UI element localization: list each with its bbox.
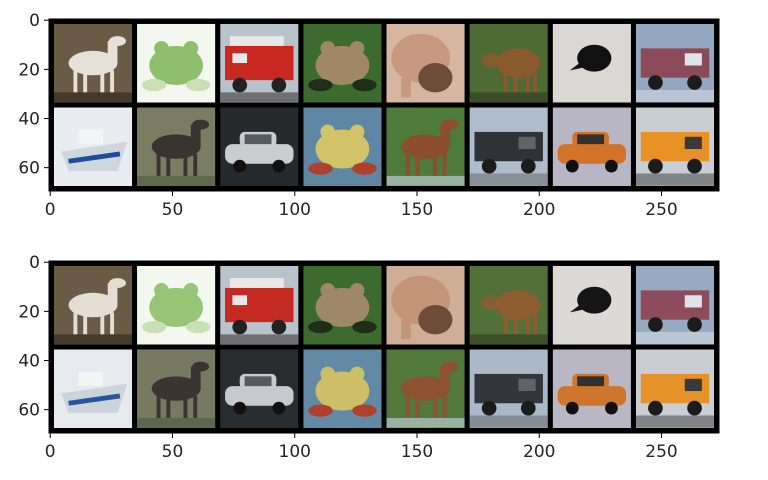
x-tick-label: 50 — [162, 200, 184, 220]
image-tile-ship — [53, 107, 133, 187]
y-tick-label: 40 — [18, 352, 40, 372]
image-tile-horse — [53, 23, 133, 103]
image-tile-horse — [137, 107, 216, 187]
y-tick-label: 60 — [18, 159, 40, 179]
image-tile-truck — [635, 265, 715, 345]
image-tile-frog — [303, 107, 382, 187]
image-tile-horse — [137, 349, 216, 429]
x-tick-label: 50 — [162, 442, 184, 462]
image-tile-deer — [469, 265, 548, 345]
image-tile-truck — [635, 349, 715, 429]
x-tick-label: 200 — [523, 442, 555, 462]
image-tile-horse — [386, 349, 465, 429]
image-tile-truck — [635, 23, 715, 103]
y-tick-label: 60 — [18, 401, 40, 421]
x-tick-label: 200 — [523, 200, 555, 220]
x-tick-label: 100 — [279, 442, 311, 462]
x-tick-label: 100 — [279, 200, 311, 220]
image-tile-truck — [469, 107, 548, 187]
x-tick-label: 250 — [645, 442, 677, 462]
axes-frame — [48, 18, 720, 192]
image-tile-dog — [386, 23, 465, 103]
image-tile-cat — [552, 23, 631, 103]
y-tick-label: 0 — [29, 11, 40, 31]
image-tile-automobile — [552, 107, 631, 187]
image-tile-deer — [469, 23, 548, 103]
y-tick-label: 0 — [29, 253, 40, 273]
y-tick-label: 20 — [18, 302, 40, 322]
image-tile-frog — [303, 265, 382, 345]
image-tile-dog — [386, 265, 465, 345]
image-tile-horse — [386, 107, 465, 187]
x-tick-label: 150 — [401, 200, 433, 220]
image-tile-cat — [552, 265, 631, 345]
y-tick-label: 40 — [18, 110, 40, 130]
x-tick-label: 0 — [45, 442, 56, 462]
image-grid-panel: 0 50 100 150 200 250 0 20 40 60 — [18, 253, 720, 462]
image-tile-truck — [635, 107, 715, 187]
x-tick-label: 0 — [45, 200, 56, 220]
image-tile-frog — [137, 265, 216, 345]
image-tile-automobile — [220, 349, 299, 429]
image-grid-panel: 0 50 100 150 200 250 0 20 40 60 — [18, 11, 720, 220]
image-tile-frog — [303, 349, 382, 429]
image-tile-horse — [53, 265, 133, 345]
x-tick-label: 150 — [401, 442, 433, 462]
axes-frame — [48, 260, 720, 434]
image-tile-frog — [137, 23, 216, 103]
x-tick-label: 250 — [645, 200, 677, 220]
y-tick-label: 20 — [18, 60, 40, 80]
image-tile-automobile — [552, 349, 631, 429]
image-tile-automobile — [220, 107, 299, 187]
image-tile-fire-truck — [220, 23, 299, 103]
image-tile-ship — [53, 349, 133, 429]
image-tile-frog — [303, 23, 382, 103]
image-tile-truck — [469, 349, 548, 429]
image-tile-fire-truck — [220, 265, 299, 345]
